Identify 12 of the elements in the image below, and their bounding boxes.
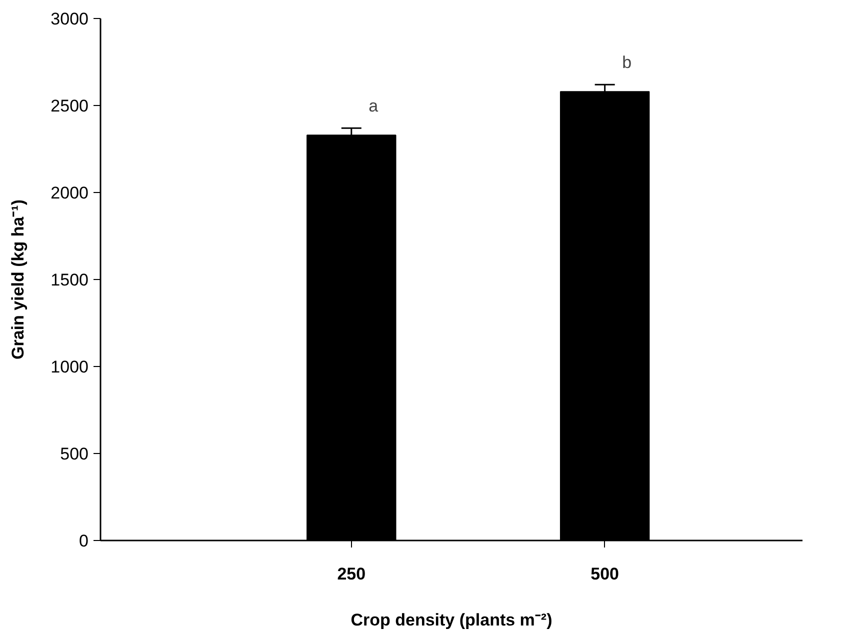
y-axis-title: Grain yield (kg ha⁻¹) <box>8 200 28 360</box>
y-tick-label: 500 <box>60 444 89 464</box>
y-tick-label: 2000 <box>50 184 89 202</box>
x-axis-title: Crop density (plants m⁻²) <box>350 610 552 630</box>
y-tick-label: 2500 <box>50 96 89 116</box>
annotation: a <box>368 96 379 116</box>
x-tick-label: 250 <box>337 564 366 584</box>
annotation: b <box>622 53 632 72</box>
y-tick-label: 1000 <box>50 358 89 376</box>
y-tick-label: 0 <box>79 532 89 550</box>
y-tick-label: 1500 <box>50 270 89 290</box>
y-tick-label: 3000 <box>50 10 89 28</box>
